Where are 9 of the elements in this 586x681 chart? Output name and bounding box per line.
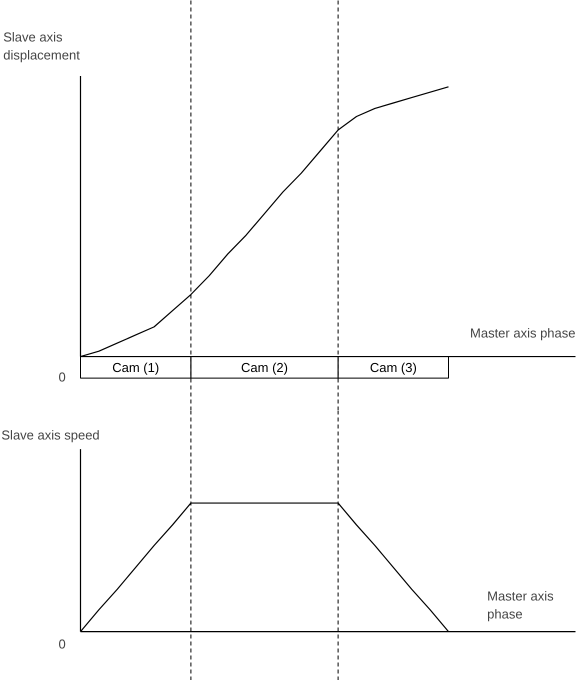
x-axis-title: Master axis phase — [470, 325, 576, 340]
text: Cam (2) — [241, 360, 288, 375]
y-axis-title: Slave axis displacement — [3, 30, 80, 63]
y-axis-title: Slave axis speed — [1, 428, 100, 443]
text: 0 — [58, 370, 66, 385]
text: 0 — [58, 636, 66, 652]
text: Cam (3) — [370, 360, 417, 375]
text: Cam (1) — [112, 360, 160, 375]
x-axis-title: Master axis phase — [487, 588, 554, 622]
